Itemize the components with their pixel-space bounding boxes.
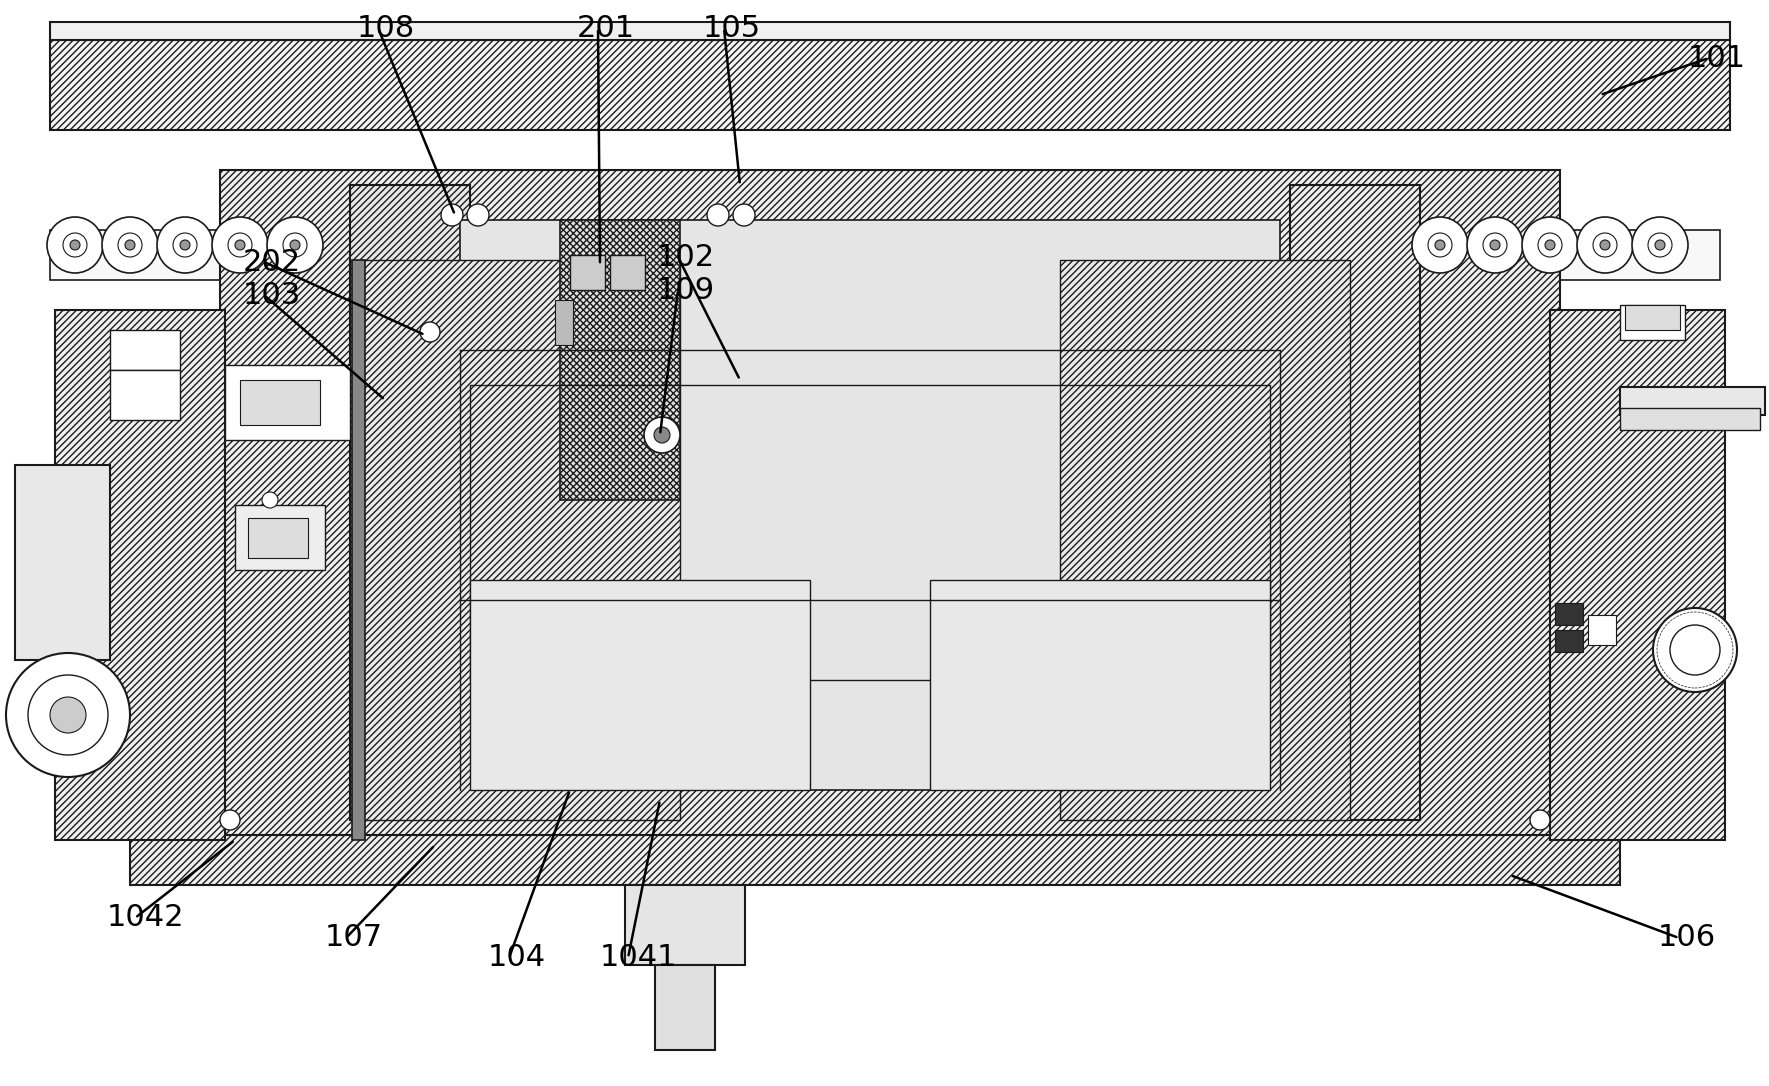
Text: 101: 101	[1688, 43, 1746, 73]
Circle shape	[1652, 608, 1737, 692]
Circle shape	[1530, 810, 1550, 830]
Bar	[241, 380, 320, 425]
Bar	[352, 260, 364, 839]
Bar	[1620, 387, 1765, 415]
Bar	[50, 22, 1730, 40]
Bar	[624, 885, 745, 965]
Circle shape	[1594, 233, 1617, 257]
Bar	[235, 505, 325, 570]
Bar	[50, 230, 350, 280]
Circle shape	[1428, 233, 1452, 257]
Bar	[350, 185, 471, 820]
Bar	[248, 518, 308, 558]
Circle shape	[644, 417, 679, 453]
Circle shape	[157, 217, 212, 273]
Bar	[471, 580, 810, 790]
Bar	[225, 365, 350, 440]
Circle shape	[1576, 217, 1633, 273]
Text: 201: 201	[577, 13, 635, 42]
Bar	[1555, 603, 1583, 626]
Circle shape	[50, 697, 87, 733]
Text: 1042: 1042	[106, 904, 184, 933]
Circle shape	[235, 240, 244, 250]
Text: 202: 202	[242, 248, 301, 277]
Text: 104: 104	[488, 944, 547, 972]
Circle shape	[64, 233, 87, 257]
Circle shape	[1544, 240, 1555, 250]
Bar	[1421, 230, 1719, 280]
Bar	[1620, 305, 1686, 340]
Text: 109: 109	[656, 276, 715, 304]
Circle shape	[48, 217, 103, 273]
Circle shape	[419, 323, 440, 342]
Bar	[561, 220, 679, 500]
Bar	[460, 220, 1281, 790]
Circle shape	[28, 675, 108, 755]
Circle shape	[1412, 217, 1468, 273]
Bar	[55, 310, 225, 839]
Circle shape	[1467, 217, 1523, 273]
Circle shape	[126, 240, 134, 250]
Text: 102: 102	[656, 242, 715, 272]
Circle shape	[267, 217, 324, 273]
Bar	[129, 835, 1620, 885]
Bar	[570, 255, 605, 290]
Circle shape	[708, 204, 729, 226]
Circle shape	[1599, 240, 1610, 250]
Bar	[219, 171, 1560, 870]
Circle shape	[119, 233, 142, 257]
Bar	[361, 260, 679, 820]
Circle shape	[283, 233, 308, 257]
Text: 107: 107	[325, 923, 384, 952]
Circle shape	[1482, 233, 1507, 257]
Bar	[655, 965, 715, 1050]
Circle shape	[290, 240, 301, 250]
Circle shape	[732, 204, 755, 226]
Circle shape	[1633, 217, 1688, 273]
Circle shape	[71, 240, 80, 250]
Bar	[110, 370, 180, 420]
Circle shape	[1435, 240, 1445, 250]
Bar	[1550, 310, 1725, 839]
Bar	[471, 386, 1270, 680]
Bar	[50, 40, 1730, 130]
Bar	[1620, 408, 1760, 430]
Bar	[1589, 615, 1617, 645]
Circle shape	[212, 217, 267, 273]
Bar	[110, 330, 180, 370]
Bar	[1290, 185, 1421, 820]
Circle shape	[1489, 240, 1500, 250]
Circle shape	[103, 217, 157, 273]
Circle shape	[1670, 626, 1719, 675]
Circle shape	[180, 240, 189, 250]
Circle shape	[1656, 240, 1665, 250]
Bar	[930, 580, 1270, 790]
Circle shape	[219, 810, 241, 830]
Circle shape	[173, 233, 196, 257]
Bar	[1626, 305, 1681, 330]
Circle shape	[440, 204, 463, 226]
Circle shape	[1521, 217, 1578, 273]
Bar	[555, 300, 573, 345]
Bar	[14, 465, 110, 660]
Text: 108: 108	[357, 13, 416, 42]
Text: 103: 103	[242, 280, 301, 310]
Bar	[610, 255, 646, 290]
Circle shape	[655, 427, 670, 443]
Text: 106: 106	[1658, 923, 1716, 952]
Circle shape	[228, 233, 251, 257]
Text: 105: 105	[702, 13, 761, 42]
Circle shape	[467, 204, 488, 226]
Text: 1041: 1041	[600, 944, 678, 972]
Bar	[1060, 260, 1350, 820]
Bar	[1555, 630, 1583, 652]
Circle shape	[5, 653, 129, 776]
Circle shape	[1649, 233, 1672, 257]
Circle shape	[1537, 233, 1562, 257]
Circle shape	[262, 492, 278, 508]
